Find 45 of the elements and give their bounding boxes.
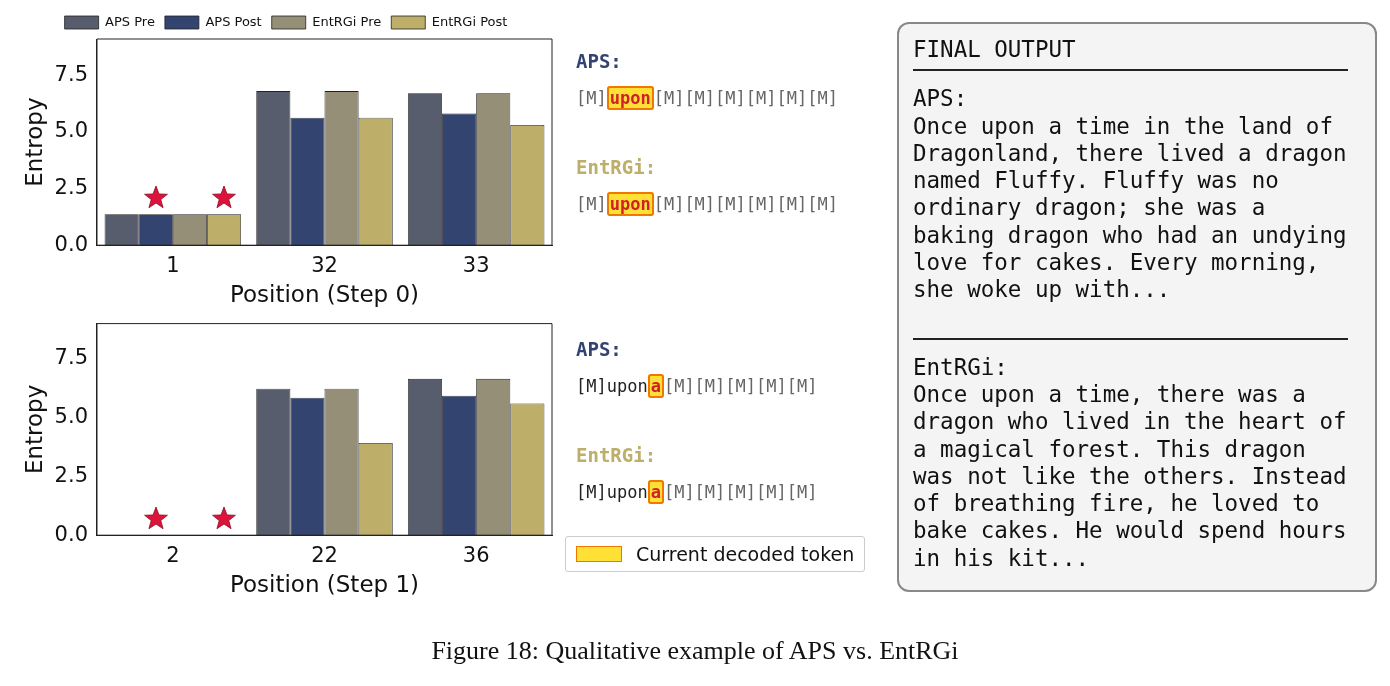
y-tick-label: 0.0 [54,231,88,256]
text: APS: [576,50,622,72]
text: [M]upon [576,482,648,502]
legend-label: APS Post [205,13,262,29]
legend-label: APS Pre [105,13,155,29]
y-tick-label: 2.5 [54,175,88,199]
y-tick-label: 7.5 [54,345,88,370]
text: APS: [576,338,622,360]
x-tick-label: 22 [311,543,338,568]
y-tick-label: 7.5 [54,61,88,86]
x-tick-label: 36 [462,543,490,568]
x-tick-label: 1 [166,253,180,278]
x-axis-title: Position (Step 0) [229,281,420,308]
x-tick-label: 2 [166,543,180,568]
text: upon [606,86,654,110]
legend-label: EntRGi Pre [312,13,382,29]
legend-label: EntRGi Post [431,13,508,29]
text: [M][M][M][M][M][M] [653,88,838,108]
text: [M] [576,88,607,108]
text: a [647,480,664,504]
y-tick-label: 2.5 [54,462,88,487]
y-axis-title: Entropy [20,384,47,475]
text: [M][M][M][M][M] [663,376,818,396]
text: EntRGi: [913,353,1009,381]
text: [M] [576,194,607,214]
y-axis-title: Entropy [20,97,47,187]
y-tick-label: 5.0 [54,118,88,143]
text: upon [606,192,654,216]
x-tick-label: 32 [311,253,338,278]
text: APS: [913,85,969,113]
x-axis-title: Position (Step 1) [229,571,420,598]
text: Current decoded token [636,543,855,565]
text: a [647,374,664,398]
text: [M]upon [576,376,648,396]
text: EntRGi: [576,444,657,466]
text: EntRGi: [576,156,657,178]
text: [M][M][M][M][M][M] [653,194,838,214]
text: Figure 18: Qualitative example of APS vs. EntRGi [430,636,960,666]
text: FINAL OUTPUT [913,36,1077,64]
text: [M][M][M][M][M] [663,482,818,502]
x-tick-label: 33 [462,253,490,278]
text: Once upon a time, there was a dragon who lived in the heart of a magical forest. This dragon was not like the others. Instead of breathing fire, he loved to bake cakes. He would spend hours in his kit... [913,380,1348,573]
y-tick-label: 0.0 [54,521,88,546]
text: Once upon a time in the land of Dragonland, there lived a dragon named Fluffy. Fluffy was no ordinary dragon; she was a baking dragon who had an undying love for cakes. Every morning, she woke up with... [913,112,1348,304]
y-tick-label: 5.0 [54,404,88,429]
